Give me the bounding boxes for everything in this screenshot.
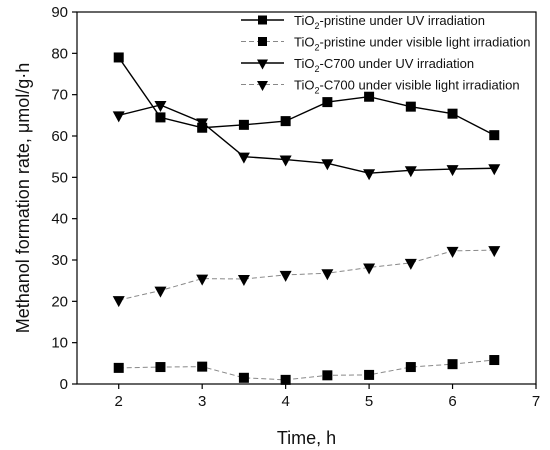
y-tick-label: 40 — [51, 211, 68, 228]
y-tick-label: 90 — [51, 4, 68, 21]
series-4-point — [321, 269, 334, 281]
series-4-point — [112, 296, 125, 308]
x-tick-label: 2 — [115, 393, 123, 410]
series-4-point — [237, 275, 250, 287]
legend-marker-1 — [258, 15, 267, 25]
x-tick-label: 5 — [365, 393, 373, 410]
series-markers — [112, 52, 501, 385]
legend-label-4: TiO2-C700 under visible light irradiatio… — [294, 78, 520, 96]
plot-frame — [76, 11, 537, 385]
legend-marker-3 — [257, 59, 268, 70]
series-line-4 — [118, 249, 495, 301]
legend-marker-4 — [257, 81, 268, 91]
series-2-point — [155, 362, 166, 373]
series-lines — [118, 57, 495, 381]
series-3-point — [279, 155, 292, 167]
series-3-point — [446, 165, 459, 177]
legend-label-3: TiO2-C700 under UV irradiation — [294, 56, 474, 74]
series-3-point — [321, 159, 334, 171]
y-axis-title: Methanol formation rate, μmol/g·h — [13, 63, 33, 334]
series-4-point — [154, 286, 167, 298]
series-2-point — [405, 362, 416, 373]
legend-label-2: TiO2-pristine under visible light irradi… — [294, 35, 530, 53]
series-2-point — [322, 370, 333, 381]
y-tick-label: 0 — [60, 376, 68, 393]
series-1-point — [238, 119, 249, 130]
series-3-point — [363, 169, 376, 181]
series-1-point — [364, 91, 375, 102]
series-3-point — [237, 152, 250, 164]
series-2-point — [113, 362, 124, 373]
series-line-1 — [118, 57, 495, 136]
series-2-point — [280, 374, 291, 385]
y-tick-label: 80 — [51, 45, 68, 62]
series-1-point — [322, 97, 333, 108]
x-axis-title: Time, h — [277, 428, 336, 448]
y-tick-label: 30 — [51, 252, 68, 269]
series-4-point — [446, 246, 459, 258]
series-1-point — [447, 108, 458, 119]
series-4-point — [363, 263, 376, 275]
series-1-point — [489, 130, 500, 141]
series-3-point — [488, 164, 501, 176]
x-tick-label: 6 — [448, 393, 456, 410]
series-1-point — [113, 52, 124, 63]
series-1-point — [405, 101, 416, 112]
series-4-point — [404, 258, 417, 270]
y-tick-label: 70 — [51, 87, 68, 104]
y-tick-label: 60 — [51, 128, 68, 145]
legend-label-1: TiO2-pristine under UV irradiation — [294, 13, 485, 31]
series-3-point — [196, 118, 209, 130]
legend: TiO2-pristine under UV irradiation TiO2-p… — [241, 13, 530, 96]
series-2-point — [447, 359, 458, 370]
series-1-point — [280, 116, 291, 127]
y-tick-label: 10 — [51, 335, 68, 352]
x-tick-label: 4 — [281, 393, 289, 410]
x-tick-label: 3 — [198, 393, 206, 410]
y-axis-ticks: 0 10 20 30 40 50 60 70 80 90 — [51, 4, 77, 393]
series-3-point — [112, 111, 125, 123]
y-tick-label: 20 — [51, 293, 68, 310]
series-3-point — [154, 101, 167, 112]
series-2-point — [364, 369, 375, 380]
series-2-point — [197, 361, 208, 372]
y-tick-label: 50 — [51, 169, 68, 186]
series-2-point — [238, 372, 249, 383]
series-3-point — [404, 166, 417, 178]
series-1-point — [155, 112, 166, 123]
series-4-point — [196, 274, 209, 286]
series-4-point — [279, 270, 292, 282]
x-axis-ticks: 2 3 4 5 6 7 — [115, 384, 540, 410]
series-4-point — [488, 246, 501, 258]
series-line-2 — [118, 359, 495, 381]
series-2-point — [489, 355, 500, 366]
x-tick-label: 7 — [532, 393, 540, 410]
legend-marker-2 — [258, 37, 267, 46]
series-line-3 — [118, 104, 495, 174]
